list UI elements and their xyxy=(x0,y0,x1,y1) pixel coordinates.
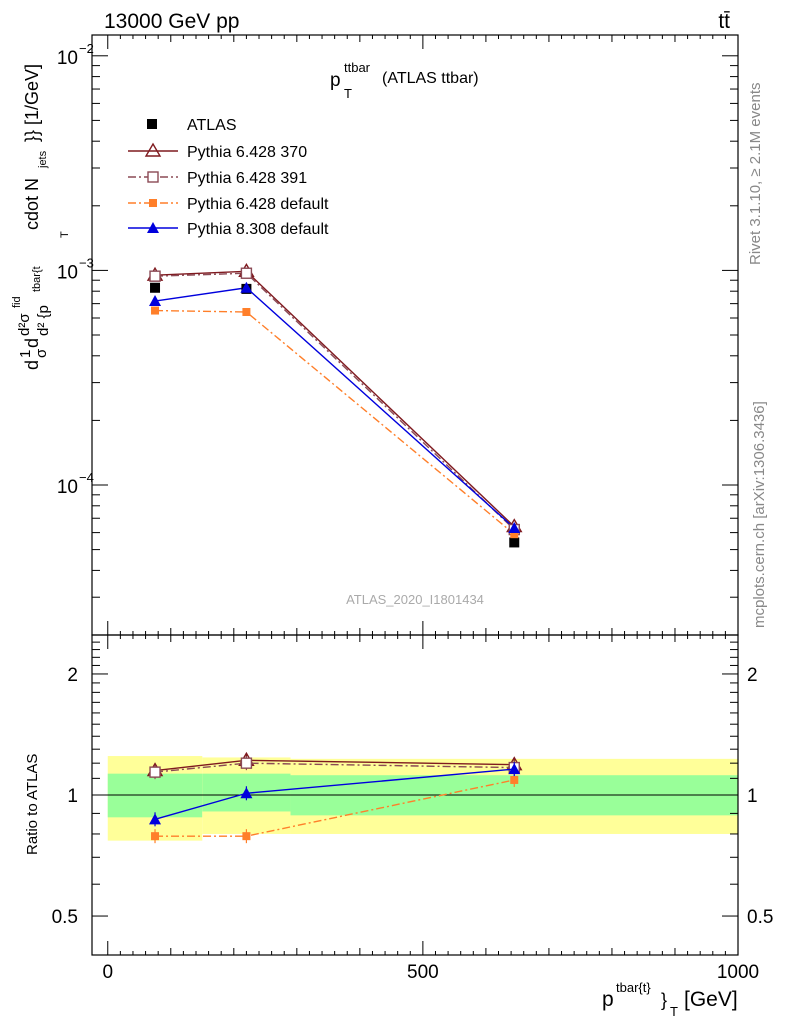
ratio-y-tick-label-left: 1 xyxy=(67,786,78,807)
ratio-y-tick-label-left: 2 xyxy=(67,665,78,686)
title-sub: T xyxy=(344,86,352,101)
main-point-pythia-8-308-default xyxy=(240,281,253,293)
main-y-tick-exponent: −2 xyxy=(79,41,94,56)
main-point-pythia-6-428-default xyxy=(151,306,160,315)
ratio-point-pythia-8-308-default xyxy=(240,787,253,799)
ratio-y-axis-label: Ratio to ATLAS xyxy=(24,754,41,855)
main-point-atlas xyxy=(150,282,161,293)
legend-marker-py8-default xyxy=(147,222,159,233)
ratio-y-tick-label-right: 2 xyxy=(747,665,758,686)
ylabel-jets: jets xyxy=(37,150,49,169)
title-rest: (ATLAS ttbar) xyxy=(382,70,479,87)
xlabel-sub: T xyxy=(670,1004,678,1019)
main-y-tick-label: 10 xyxy=(57,262,78,283)
header-left: 13000 GeV pp xyxy=(104,10,239,33)
ratio-point-pythia-6-428-391 xyxy=(240,757,253,769)
ylabel-sigma: σ xyxy=(33,348,50,358)
rivet-version-text: Rivet 3.1.10, ≥ 2.1M events xyxy=(747,83,764,266)
ylabel-one: 1 xyxy=(17,350,34,358)
xlabel-brace: } xyxy=(661,990,667,1010)
axis-ticks xyxy=(92,35,739,956)
ylabel-fid: fid xyxy=(11,296,23,308)
legend-label-py8-default: Pythia 8.308 default xyxy=(187,221,329,238)
header-right: tt̄ xyxy=(718,10,730,33)
ylabel-d2p: d² {p xyxy=(35,305,52,336)
legend-label-py6-370: Pythia 6.428 370 xyxy=(187,144,307,161)
ratio-point-pythia-8-308-default xyxy=(508,763,521,775)
xlabel-unit: [GeV] xyxy=(684,988,738,1011)
ratio-point-pythia-8-308-default xyxy=(149,813,162,825)
title-sup: ttbar xyxy=(344,60,371,75)
ratio-point-pythia-6-428-391 xyxy=(149,766,161,778)
ylabel-d2sigma: d²σ xyxy=(16,313,33,336)
ratio-panel-series xyxy=(146,751,523,844)
xlabel-p: p xyxy=(602,988,614,1011)
plot-title: p ttbar T (ATLAS ttbar) xyxy=(330,60,479,101)
main-line-pythia-6-428-default xyxy=(155,309,515,535)
ylabel-cdot: cdot N xyxy=(22,178,42,230)
main-point-pythia-6-428-default xyxy=(242,307,251,316)
title-main: p xyxy=(330,70,341,91)
legend-marker-py6-default xyxy=(149,199,157,207)
main-point-atlas xyxy=(509,537,520,548)
legend: ATLAS Pythia 6.428 370 Pythia 6.428 391 … xyxy=(128,117,329,238)
main-panel-series xyxy=(146,262,523,548)
main-y-tick-label: 10 xyxy=(57,477,78,498)
ratio-y-tick-label-right: 1 xyxy=(747,786,758,807)
ratio-y-tick-label-right: 0.5 xyxy=(747,907,773,928)
analysis-watermark: ATLAS_2020_I1801434 xyxy=(346,592,484,607)
ratio-point-pythia-6-428-default xyxy=(242,832,251,841)
main-y-axis-label: d 1 σ d d²σ fid d² {p tbar{t T cdot N je… xyxy=(11,64,71,370)
main-point-pythia-6-428-391 xyxy=(240,267,253,279)
x-tick-label: 0 xyxy=(102,962,113,983)
xlabel-sup: tbar{t} xyxy=(616,980,651,995)
ylabel-d: d xyxy=(22,360,42,370)
main-point-pythia-6-428-391 xyxy=(149,270,161,282)
x-axis-label: p tbar{t} } T [GeV] xyxy=(602,980,738,1019)
ylabel-d2: d xyxy=(22,338,42,348)
main-point-pythia-8-308-default xyxy=(508,522,521,534)
main-y-tick-exponent: −4 xyxy=(79,470,94,485)
legend-label-py6-391: Pythia 6.428 391 xyxy=(187,170,307,187)
legend-marker-py6-391 xyxy=(147,171,159,183)
legend-marker-py6-370 xyxy=(144,142,162,157)
ratio-uncertainty-bands xyxy=(107,756,738,841)
legend-label-py6-default: Pythia 6.428 default xyxy=(187,196,329,213)
main-line-pythia-6-428-370 xyxy=(154,270,515,528)
ratio-point-pythia-6-428-default xyxy=(151,832,160,841)
x-tick-label: 500 xyxy=(407,962,439,983)
main-y-tick-exponent: −3 xyxy=(79,255,94,270)
main-line-pythia-8-308-default xyxy=(154,287,515,529)
main-y-tick-label: 10 xyxy=(57,48,78,69)
ylabel-tbar-sup: tbar{t xyxy=(31,266,43,292)
ylabel-unit: }} [1/GeV] xyxy=(22,64,42,142)
ylabel-T-sub: T xyxy=(59,231,71,238)
mcplots-text: mcplots.cern.ch [arXiv:1306.3436] xyxy=(751,401,768,628)
legend-marker-atlas xyxy=(147,119,157,129)
x-tick-label: 1000 xyxy=(717,962,759,983)
ratio-point-pythia-6-428-default xyxy=(510,775,519,784)
legend-label-atlas: ATLAS xyxy=(187,117,237,134)
main-point-pythia-8-308-default xyxy=(149,295,162,307)
main-point-pythia-6-428-default xyxy=(510,530,519,539)
ratio-y-tick-label-left: 0.5 xyxy=(52,907,78,928)
